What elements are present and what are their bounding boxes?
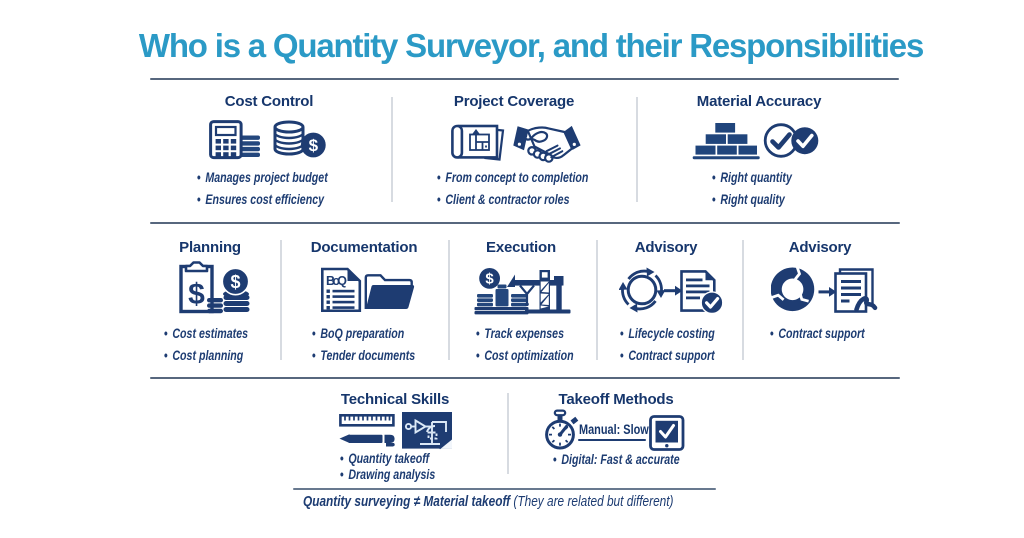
svg-text:$: $ (188, 278, 205, 311)
svg-text:$: $ (230, 272, 240, 292)
svg-text:$: $ (485, 271, 494, 288)
svg-text:$: $ (309, 136, 319, 155)
svg-text:BoQ: BoQ (326, 274, 347, 288)
